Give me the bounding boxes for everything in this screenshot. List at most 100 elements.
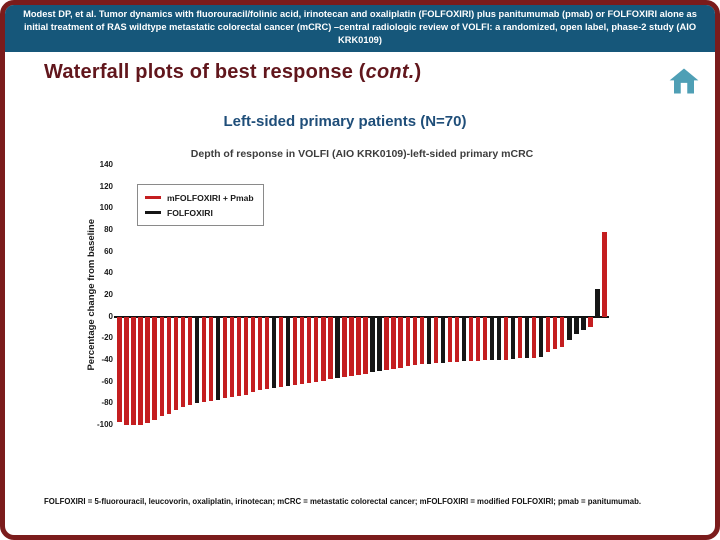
patient-bar: [384, 316, 389, 370]
patient-bar: [286, 316, 291, 386]
patient-bar: [208, 316, 214, 402]
patient-bar: [328, 316, 333, 380]
patient-bar: [236, 316, 242, 396]
patient-bar: [152, 316, 157, 420]
waterfall-plot: [114, 165, 609, 425]
patient-bar: [278, 316, 284, 388]
patient-bar: [461, 316, 467, 362]
patient-bar: [412, 316, 417, 366]
abbreviations-footnote: FOLFOXIRI = 5-fluorouracil, leucovorin, …: [44, 497, 641, 506]
patient-bar: [215, 316, 221, 401]
y-tick-label: 120: [99, 181, 113, 191]
patient-bar: [468, 316, 474, 362]
patient-bar: [138, 316, 143, 425]
patient-bar: [440, 316, 445, 364]
patient-bar: [307, 316, 312, 383]
y-tick-label: -40: [101, 355, 113, 364]
patient-bar: [166, 316, 171, 415]
patient-bar: [173, 316, 178, 410]
patient-bar: [475, 316, 481, 362]
y-tick-label: 20: [104, 290, 113, 299]
patient-bar: [539, 316, 544, 357]
patient-bar: [222, 316, 228, 398]
legend-item-folfoxiri: FOLFOXIRI: [145, 205, 254, 220]
patient-bar: [314, 316, 319, 382]
patient-bar: [510, 316, 516, 359]
y-tick-label: -20: [101, 333, 113, 343]
page-title-italic: cont.: [365, 61, 415, 83]
patient-bar: [363, 316, 368, 375]
page-title-text: Waterfall plots of best response (: [44, 61, 366, 83]
patient-bar: [574, 316, 579, 334]
patient-bar: [517, 316, 523, 358]
patient-bar: [391, 316, 396, 369]
citation-banner: Modest DP, et al. Tumor dynamics with fl…: [5, 5, 715, 52]
patient-bar: [145, 316, 150, 423]
patient-bar: [377, 316, 382, 371]
page-title: Waterfall plots of best response (cont.): [44, 61, 421, 84]
legend-item-mfolfoxiri-pmab: mFOLFOXIRI + Pmab: [145, 190, 254, 205]
patient-bar: [370, 316, 375, 372]
patient-bar: [243, 316, 249, 395]
patient-bar: [419, 316, 424, 365]
y-tick-label: 60: [104, 246, 113, 256]
patient-bar: [321, 316, 326, 381]
patient-bar: [602, 232, 607, 317]
patient-bar: [264, 316, 270, 390]
y-tick-label: 80: [104, 225, 113, 234]
patient-bar: [194, 316, 199, 404]
y-tick-label: -80: [101, 398, 113, 408]
y-tick-label: -60: [101, 376, 113, 386]
patient-bar: [271, 316, 277, 389]
patient-bar: [524, 316, 530, 358]
patient-bar: [180, 316, 185, 407]
y-tick-label: 140: [99, 160, 113, 169]
patient-bar: [454, 316, 460, 363]
patient-bar: [447, 316, 453, 363]
patient-bar: [159, 316, 164, 417]
y-axis-tick-labels: 140 120 100 80 60 40 20 0 -20 -40 -60 -80 -100: [77, 160, 113, 429]
patient-bar: [426, 316, 431, 365]
patient-bar: [532, 316, 537, 358]
patient-bar: [581, 316, 586, 330]
patient-bar: [124, 316, 129, 425]
chart-legend: mFOLFOXIRI + Pmab FOLFOXIRI: [137, 184, 264, 226]
patient-bar: [229, 316, 235, 397]
patient-bar: [356, 316, 361, 376]
patient-bar: [201, 316, 207, 403]
y-tick-label: 0: [108, 311, 113, 321]
patient-bar: [250, 316, 256, 393]
home-icon: [669, 68, 699, 94]
patient-bar: [553, 316, 558, 350]
patient-bar: [560, 316, 565, 347]
citation-text: Modest DP, et al. Tumor dynamics with fl…: [23, 9, 697, 45]
patient-bar: [405, 316, 410, 367]
patient-bar: [433, 316, 438, 364]
y-tick-label: 40: [104, 268, 113, 278]
chart-title: Depth of response in VOLFI (AIO KRK0109)…: [190, 148, 534, 160]
patient-bar: [567, 316, 572, 341]
patient-bar: [496, 316, 502, 360]
patient-bar: [588, 316, 593, 328]
patient-bar: [293, 316, 298, 385]
y-tick-label: 100: [99, 203, 113, 213]
patient-bar: [187, 316, 192, 406]
patient-bar: [595, 288, 600, 317]
patient-bar: [489, 316, 495, 360]
patient-bar: [300, 316, 305, 384]
legend-swatch-red: [145, 196, 161, 199]
patient-bar: [546, 316, 551, 353]
patient-bar: [503, 316, 509, 360]
home-button[interactable]: [669, 67, 699, 95]
patient-bar: [335, 316, 340, 379]
patient-bar: [349, 316, 354, 377]
patient-bar: [398, 316, 403, 368]
patient-bar: [342, 316, 347, 378]
legend-label: mFOLFOXIRI + Pmab: [167, 192, 254, 203]
patient-bar: [131, 316, 136, 425]
page-title-suffix: ): [414, 61, 422, 83]
y-tick-label: -100: [96, 420, 113, 429]
patient-bar: [117, 316, 122, 422]
legend-swatch-black: [145, 211, 161, 214]
